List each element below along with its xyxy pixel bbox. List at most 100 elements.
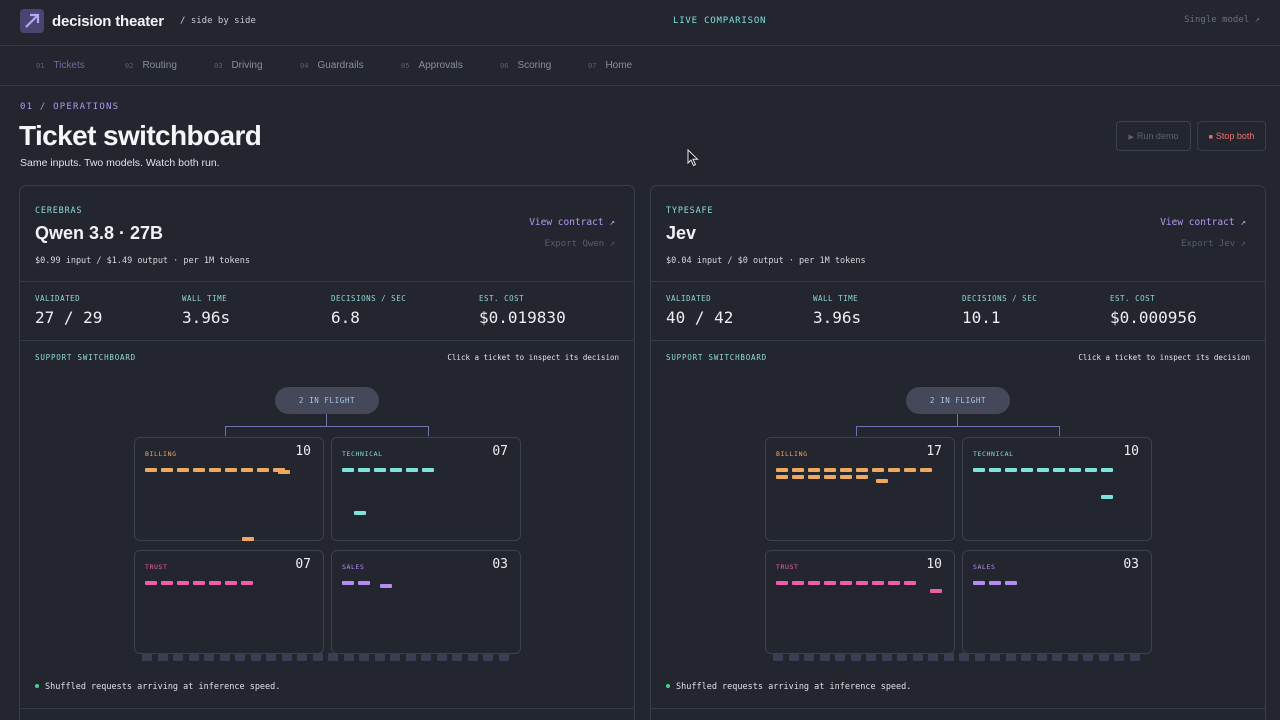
ticket-chip[interactable] [209,581,221,585]
ticket-chip[interactable] [904,468,916,472]
ticket-chip[interactable] [225,581,237,585]
ticket-chip[interactable] [380,584,392,588]
section-eyebrow: 01 / OPERATIONS [20,102,120,112]
pending-request-block [1083,653,1093,661]
nav-item-routing[interactable]: 02 Routing [125,60,177,71]
queue-name: BILLING [145,450,177,458]
ticket-chip[interactable] [193,581,205,585]
queue-technical[interactable]: TECHNICAL 07 [331,437,521,541]
ticket-chip[interactable] [824,475,836,479]
ticket-chip[interactable] [145,468,157,472]
ticket-chip[interactable] [1037,468,1049,472]
ticket-chip[interactable] [177,468,189,472]
ticket-chip[interactable] [1101,495,1113,499]
pending-request-block [204,653,214,661]
ticket-chip[interactable] [824,581,836,585]
ticket-chip[interactable] [840,581,852,585]
ticket-chip[interactable] [808,581,820,585]
queue-trust[interactable]: TRUST 10 [765,550,955,654]
ticket-chip[interactable] [808,468,820,472]
ticket-chip[interactable] [856,468,868,472]
ticket-chip[interactable] [242,537,254,541]
ticket-chip[interactable] [808,475,820,479]
ticket-chip[interactable] [1101,468,1113,472]
ticket-chip[interactable] [888,581,900,585]
ticket-chip[interactable] [904,581,916,585]
ticket-chip[interactable] [354,511,366,515]
ticket-chip[interactable] [257,468,269,472]
ticket-chip[interactable] [989,468,1001,472]
single-model-link[interactable]: Single model ↗ [1184,15,1260,25]
queue-billing[interactable]: BILLING 10 [134,437,324,541]
ticket-chip[interactable] [1005,581,1017,585]
stat-label: VALIDATED [35,294,81,303]
ticket-chip[interactable] [422,468,434,472]
queue-sales[interactable]: SALES 03 [962,550,1152,654]
nav-item-tickets[interactable]: 01 Tickets [36,60,85,71]
connector-line [326,414,327,426]
ticket-chip[interactable] [161,581,173,585]
ticket-chip[interactable] [824,468,836,472]
ticket-chip[interactable] [241,581,253,585]
nav-item-guardrails[interactable]: 04 Guardrails [300,60,364,71]
ticket-chip[interactable] [973,468,985,472]
ticket-chip[interactable] [358,468,370,472]
stop-both-button[interactable]: ■ Stop both [1197,121,1266,151]
ticket-chip[interactable] [342,468,354,472]
nav-item-home[interactable]: 07 Home [588,60,633,71]
view-contract-link[interactable]: View contract ↗ [529,217,615,228]
queue-technical[interactable]: TECHNICAL 10 [962,437,1152,541]
ticket-chip[interactable] [776,475,788,479]
run-demo-button[interactable]: ▶ Run demo [1116,121,1191,151]
ticket-chip[interactable] [872,468,884,472]
ticket-chip[interactable] [840,475,852,479]
ticket-chip[interactable] [1021,468,1033,472]
ticket-chip[interactable] [358,581,370,585]
ticket-chip[interactable] [209,468,221,472]
nav-item-scoring[interactable]: 06 Scoring [500,60,552,71]
ticket-chip[interactable] [989,581,1001,585]
ticket-chip[interactable] [876,479,888,483]
ticket-chip[interactable] [145,581,157,585]
nav-item-approvals[interactable]: 05 Approvals [401,60,463,71]
ticket-chip[interactable] [177,581,189,585]
ticket-chip[interactable] [856,475,868,479]
ticket-chip[interactable] [920,468,932,472]
ticket-chip[interactable] [930,589,942,593]
ticket-chip[interactable] [840,468,852,472]
queue-billing[interactable]: BILLING 17 [765,437,955,541]
brand-name[interactable]: decision theater [52,13,164,30]
ticket-chip[interactable] [872,581,884,585]
view-contract-link[interactable]: View contract ↗ [1160,217,1246,228]
ticket-chip[interactable] [342,581,354,585]
export-link[interactable]: Export Qwen ↗ [544,239,615,249]
export-link[interactable]: Export Jev ↗ [1180,239,1246,249]
queue-sales[interactable]: SALES 03 [331,550,521,654]
ticket-chip[interactable] [193,468,205,472]
ticket-chip[interactable] [792,581,804,585]
ticket-chip[interactable] [374,468,386,472]
ticket-chip[interactable] [1069,468,1081,472]
ticket-chip[interactable] [278,470,290,474]
ticket-chip[interactable] [792,475,804,479]
queue-trust[interactable]: TRUST 07 [134,550,324,654]
nav-item-driving[interactable]: 03 Driving [214,60,263,71]
ticket-chip[interactable] [792,468,804,472]
ticket-chip[interactable] [241,468,253,472]
logo[interactable] [20,9,44,33]
ticket-chip[interactable] [973,581,985,585]
ticket-chip[interactable] [856,581,868,585]
ticket-chip[interactable] [390,468,402,472]
ticket-chip[interactable] [406,468,418,472]
ticket-chip[interactable] [1053,468,1065,472]
ticket-chip[interactable] [1085,468,1097,472]
pending-request-block [943,653,954,661]
ticket-chip[interactable] [225,468,237,472]
ticket-chip[interactable] [161,468,173,472]
ticket-chip[interactable] [776,581,788,585]
ticket-chip[interactable] [1005,468,1017,472]
connector-line [957,414,958,426]
ticket-chip[interactable] [888,468,900,472]
ticket-chip[interactable] [776,468,788,472]
queue-count: 07 [492,444,508,459]
